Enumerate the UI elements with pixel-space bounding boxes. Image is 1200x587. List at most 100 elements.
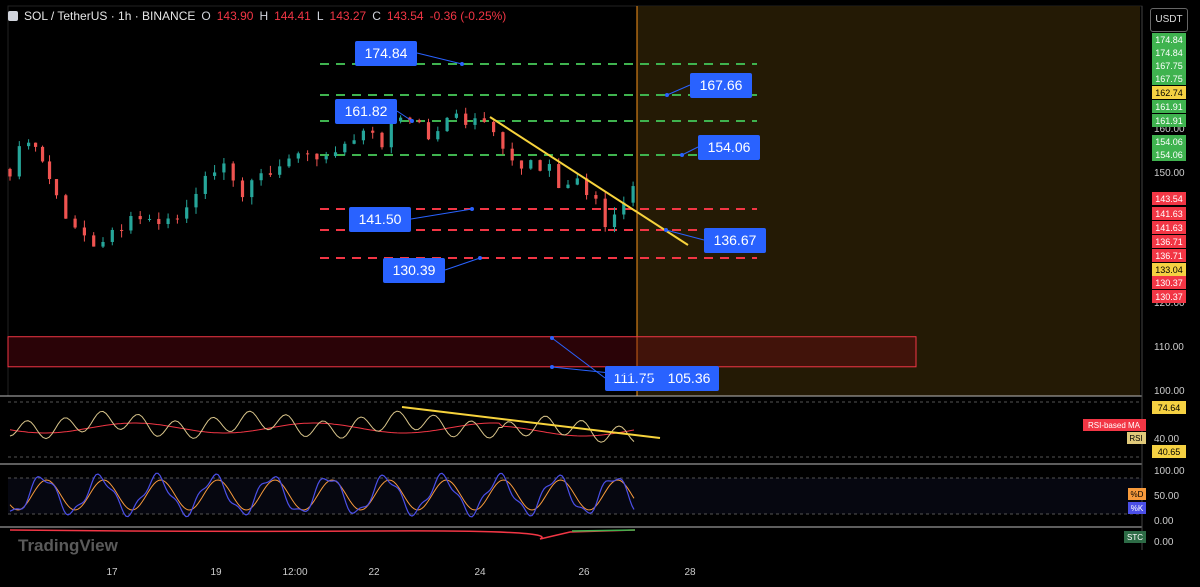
rsi-trendline — [401, 406, 661, 439]
price-badge-label-9: 143.54 — [1155, 194, 1183, 204]
price-badge-10 — [1152, 207, 1186, 220]
stoch-d-tag — [1128, 488, 1146, 500]
rsi-badge-1 — [1152, 445, 1186, 458]
price-badge-16 — [1152, 290, 1186, 303]
callout-box-7 — [605, 366, 663, 391]
callout-label-8: 105.36 — [668, 370, 711, 386]
candle-body — [454, 113, 458, 118]
candle-body — [129, 216, 133, 231]
callout-anchor-7 — [550, 336, 554, 340]
symbol-title[interactable]: SOL / TetherUS · 1h · BINANCE — [24, 9, 196, 23]
close-label: C — [372, 9, 381, 23]
time-tick-label-6: 28 — [684, 567, 696, 578]
candle-body — [82, 227, 86, 236]
candle-body — [631, 186, 635, 203]
candle-body — [157, 218, 161, 225]
candle-body — [436, 131, 440, 140]
candle-body — [464, 113, 468, 125]
time-tick-label-3: 22 — [368, 567, 380, 578]
high-label: H — [259, 9, 269, 23]
price-badge-0 — [1152, 33, 1186, 46]
callout-label-0: 174.84 — [365, 45, 408, 61]
close-value: 143.54 — [386, 9, 424, 23]
price-badge-label-13: 136.71 — [1155, 251, 1183, 261]
candle-body — [33, 142, 38, 147]
callout-box-5 — [704, 228, 766, 253]
price-badge-label-14: 133.04 — [1155, 265, 1183, 275]
stc-line — [9, 529, 636, 540]
callout-box-2 — [335, 99, 397, 124]
candle-body — [259, 173, 263, 181]
rsi-tag — [1127, 432, 1146, 444]
candle-body — [333, 152, 338, 157]
price-badge-5 — [1152, 100, 1186, 113]
price-badge-13 — [1152, 249, 1186, 262]
candle-body — [203, 175, 207, 194]
rsi-ma-tag — [1083, 419, 1146, 431]
callout-anchor-3 — [680, 153, 684, 157]
price-badge-label-5: 161.91 — [1155, 102, 1183, 112]
stc-tick-label: 0.00 — [1154, 537, 1174, 548]
callout-pointer-3 — [681, 146, 699, 156]
stoch-k-label: %K — [1131, 504, 1144, 513]
candle-body — [371, 130, 375, 133]
callout-anchor-1 — [665, 93, 669, 97]
callout-label-4: 141.50 — [359, 211, 402, 227]
stoch-tick-label-1: 50.00 — [1154, 491, 1179, 502]
candle-body — [603, 198, 607, 228]
candle-body — [557, 164, 561, 189]
callout-label-3: 154.06 — [708, 139, 751, 155]
price-badge-11 — [1152, 221, 1186, 234]
callout-anchor-5 — [664, 228, 668, 232]
price-badge-label-8: 154.06 — [1155, 150, 1183, 160]
time-tick-label-1: 19 — [210, 567, 222, 578]
price-badge-label-0: 174.84 — [1155, 35, 1183, 45]
callout-box-0 — [355, 41, 417, 66]
callout-anchor-0 — [460, 62, 464, 66]
candle-body — [324, 156, 328, 160]
price-trendline — [489, 116, 689, 246]
price-badge-15 — [1152, 276, 1186, 289]
price-badge-label-15: 130.37 — [1155, 278, 1183, 288]
forecast-zone — [637, 6, 1140, 396]
candle-body — [166, 218, 170, 225]
candle-body — [185, 207, 189, 219]
candle-body — [575, 178, 579, 185]
currency-button[interactable]: USDT — [1150, 8, 1188, 32]
rsi-badge-label-0: 74.64 — [1158, 403, 1181, 413]
price-tick-label: 100.00 — [1154, 386, 1185, 397]
rsi-line — [9, 410, 635, 443]
candle-body — [510, 148, 514, 161]
callout-box-6 — [383, 258, 445, 283]
stc-tag — [1124, 531, 1146, 543]
candle-body — [278, 166, 282, 175]
candle-body — [538, 160, 542, 171]
candle-body — [389, 121, 393, 148]
time-tick-label-5: 26 — [578, 567, 590, 578]
price-badge-label-16: 130.37 — [1155, 292, 1183, 302]
stoch-d-label: %D — [1131, 490, 1144, 499]
candle-body — [147, 218, 152, 220]
candle-body — [296, 153, 300, 159]
candle-body — [213, 172, 217, 176]
tradingview-watermark: TradingView — [18, 536, 118, 555]
candle-body — [380, 132, 384, 148]
candle-body — [222, 163, 226, 173]
candle-body — [287, 158, 291, 167]
candle-body — [473, 118, 477, 125]
callout-anchor-4 — [470, 207, 474, 211]
callout-box-1 — [690, 73, 752, 98]
candle-body — [594, 195, 598, 199]
candle-body — [612, 214, 617, 228]
candle-body — [120, 229, 124, 231]
price-badge-2 — [1152, 59, 1186, 72]
candle-body — [268, 173, 272, 175]
candle-body — [231, 163, 235, 181]
price-badge-label-4: 162.74 — [1155, 88, 1183, 98]
low-value: 143.27 — [329, 9, 367, 23]
callout-anchor-2 — [410, 119, 414, 123]
callout-label-2: 161.82 — [345, 103, 388, 119]
candle-body — [426, 122, 431, 140]
